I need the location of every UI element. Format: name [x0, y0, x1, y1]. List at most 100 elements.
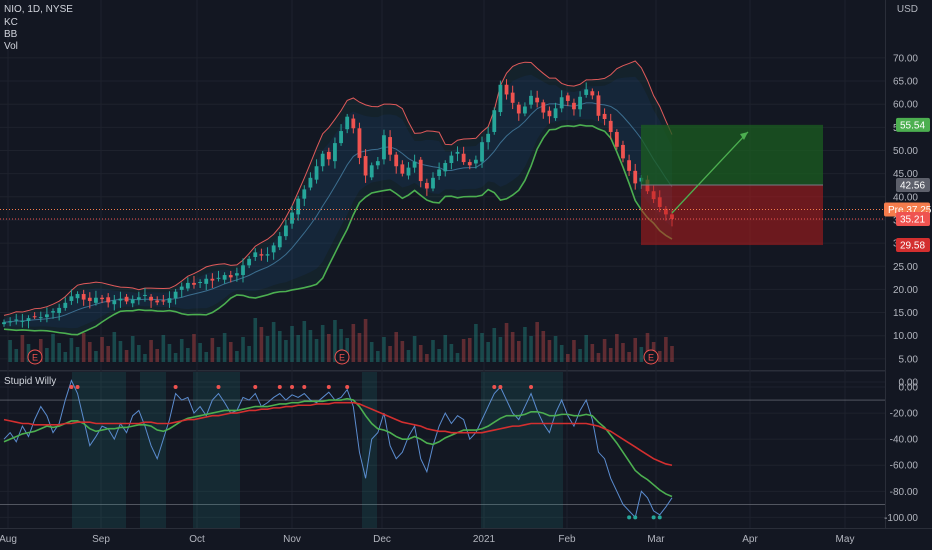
earnings-icon[interactable] — [643, 349, 659, 365]
candle — [253, 248, 258, 261]
earnings-icon[interactable] — [27, 349, 43, 365]
candle-body — [204, 278, 209, 284]
price-tick-label: 65.00 — [893, 77, 918, 88]
volume-bar — [81, 333, 86, 362]
candle — [302, 185, 307, 207]
volume-bar — [516, 341, 521, 362]
willy-line — [3, 379, 673, 519]
candle — [394, 151, 399, 174]
overbought-dot — [253, 385, 258, 389]
volume-bar — [382, 337, 386, 362]
candle — [523, 102, 527, 117]
candle-body — [578, 96, 582, 110]
overbought-dot — [173, 385, 178, 389]
volume-bar — [376, 351, 380, 362]
time-tick-label: Aug — [0, 534, 17, 545]
candle — [473, 155, 478, 169]
candle-body — [553, 108, 558, 119]
volume-bar — [339, 329, 343, 362]
price-tick-label: 10.00 — [893, 331, 918, 342]
signal-zone — [481, 372, 563, 528]
overbought-dot — [277, 385, 282, 389]
keltner-fill — [4, 74, 672, 329]
oscillator-pane: Stupid Willy 0.00 -20.00 -40.00 -60.00 -80.00… — [0, 372, 918, 528]
volume-bar — [547, 340, 552, 362]
volume-bar — [137, 345, 141, 362]
volume-bar — [173, 353, 178, 362]
time-axis: Aug Sep Oct Nov Dec 2021 Feb Mar Apr May — [0, 0, 854, 545]
candle-body — [486, 133, 491, 143]
candle-body — [51, 311, 55, 313]
volume-bar — [106, 346, 110, 362]
earnings-icon[interactable] — [334, 349, 350, 365]
osc-tick-label: -80.00 — [890, 487, 919, 498]
candle — [608, 113, 613, 140]
candle-body — [296, 198, 301, 215]
volume-bar — [192, 334, 196, 362]
candle — [38, 311, 43, 323]
candle — [20, 313, 25, 328]
volume-bar — [179, 339, 184, 362]
candle-body — [351, 118, 356, 129]
candle-body — [412, 161, 417, 168]
candle-body — [247, 258, 252, 266]
long-position-tool — [641, 124, 823, 246]
time-tick-label: Feb — [558, 534, 576, 545]
volume-bar — [492, 328, 497, 362]
candle — [44, 307, 49, 323]
volume-bar — [523, 327, 527, 362]
indicator-vol-label[interactable]: Vol — [4, 41, 18, 52]
candle — [81, 289, 86, 306]
volume-bar — [118, 341, 123, 362]
candle-body — [161, 300, 166, 302]
candle-body — [584, 89, 589, 95]
candle-body — [369, 165, 374, 178]
time-tick-label: May — [836, 534, 855, 545]
candle — [510, 85, 515, 110]
osc-tick-label: 0.00 — [899, 383, 919, 394]
price-axis-border — [885, 0, 886, 528]
volume-bar — [553, 336, 558, 362]
candle-body — [547, 110, 552, 117]
indicator-bb-label[interactable]: BB — [4, 29, 18, 40]
volume-bar — [474, 324, 478, 362]
candle-body — [20, 320, 25, 322]
volume-bar — [584, 335, 589, 362]
candle — [241, 258, 245, 283]
candle-body — [308, 177, 313, 188]
symbol-title[interactable]: NIO, 1D, NYSE — [4, 4, 73, 15]
oversold-dot — [657, 515, 662, 520]
volume-bar — [645, 333, 650, 362]
volume-bar — [566, 354, 570, 362]
candle-body — [461, 153, 466, 163]
volume-bar — [308, 330, 313, 362]
currency-label: USD — [897, 4, 918, 15]
candle-body — [431, 177, 435, 189]
candle — [118, 291, 123, 308]
candle — [94, 290, 98, 306]
candle — [265, 247, 270, 262]
candle-body — [326, 151, 331, 160]
volume-bar — [345, 338, 349, 362]
price-tick-label: 15.00 — [893, 308, 918, 319]
volume-bar — [363, 319, 368, 362]
time-tick-label: Dec — [373, 534, 391, 545]
volume-bar — [504, 323, 509, 362]
candle — [290, 205, 294, 229]
volume-bar — [20, 335, 25, 362]
time-tick-label: Sep — [92, 534, 110, 545]
volume-bar — [143, 354, 147, 362]
candle — [565, 92, 570, 107]
candle — [277, 231, 282, 251]
candle-body — [179, 286, 184, 290]
candle-body — [136, 297, 141, 300]
candle — [57, 303, 62, 321]
volume-bar — [69, 338, 74, 362]
candle-body — [234, 273, 239, 276]
volume-bar — [112, 332, 117, 362]
overbought-dot — [326, 385, 331, 389]
candle — [431, 172, 435, 192]
signal-zone — [72, 372, 126, 528]
indicator-kc-label[interactable]: KC — [4, 17, 18, 28]
